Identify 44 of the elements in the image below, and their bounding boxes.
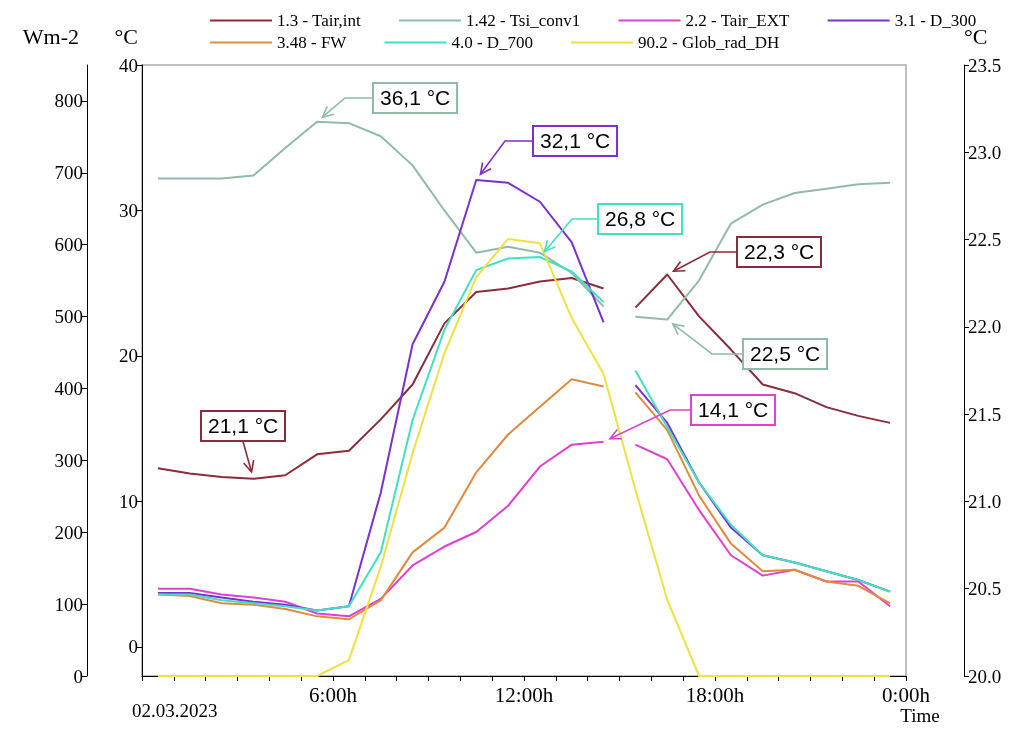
y-tick-label: 40: [119, 54, 138, 76]
y2-tick-label: 23.0: [968, 141, 1002, 163]
y-tick-label: 10: [119, 490, 138, 512]
y3-tick-label: 400: [54, 377, 83, 399]
text: 02.03.2023: [132, 700, 218, 722]
x-tick-label: 0:00h: [882, 682, 931, 707]
annotation: 14,1 °C: [690, 394, 777, 426]
annotation: 36,1 °C: [372, 82, 459, 114]
legend-label: 1.42 - Tsi_conv1: [466, 11, 581, 30]
x-tick-label: 18:00h: [685, 682, 745, 707]
line-series: [156, 237, 892, 677]
y3-tick-label: 800: [54, 90, 83, 112]
y3-tick-label: 200: [54, 521, 83, 543]
y3-axis-title: Wm-2: [22, 23, 79, 49]
y3-tick-label: 0: [73, 665, 83, 687]
annotation: 22,5 °C: [742, 338, 829, 370]
x-tick-label: 6:00h: [309, 682, 358, 707]
y3-tick-label: 600: [54, 234, 83, 256]
y2-tick-label: 22.5: [968, 229, 1002, 251]
y2-tick-label: 20.5: [968, 578, 1002, 600]
y3-tick-label: 300: [54, 449, 83, 471]
annotation: 21,1 °C: [200, 410, 287, 442]
annotation: 26,8 °C: [597, 203, 684, 235]
legend-label: 3.48 - FW: [277, 33, 348, 52]
y2-tick-label: 23.5: [968, 54, 1002, 76]
legend-label: 4.0 - D_700: [451, 33, 534, 52]
y-tick-label: 0: [128, 636, 138, 658]
y-tick-label: 20: [119, 345, 138, 367]
y2-tick-label: 21.0: [968, 490, 1002, 512]
legend-label: 90.2 - Glob_rad_DH: [638, 33, 780, 52]
x-tick-label: 12:00h: [494, 682, 554, 707]
annotation: 32,1 °C: [532, 125, 619, 157]
y3-tick-label: 500: [54, 306, 83, 328]
y3-tick-label: 700: [54, 162, 83, 184]
y2-tick-label: 22.0: [968, 316, 1002, 338]
y-axis-title: °C: [114, 23, 138, 49]
y2-tick-label: 21.5: [968, 403, 1002, 425]
legend-label: 2.2 - Tair_EXT: [685, 11, 790, 30]
y-tick-label: 30: [119, 199, 138, 221]
legend-label: 1.3 - Tair,int: [277, 11, 362, 30]
y2-tick-label: 20.0: [968, 665, 1002, 687]
y3-tick-label: 100: [54, 593, 83, 615]
annotation: 22,3 °C: [736, 236, 823, 268]
x-axis-title: Time: [900, 705, 940, 726]
